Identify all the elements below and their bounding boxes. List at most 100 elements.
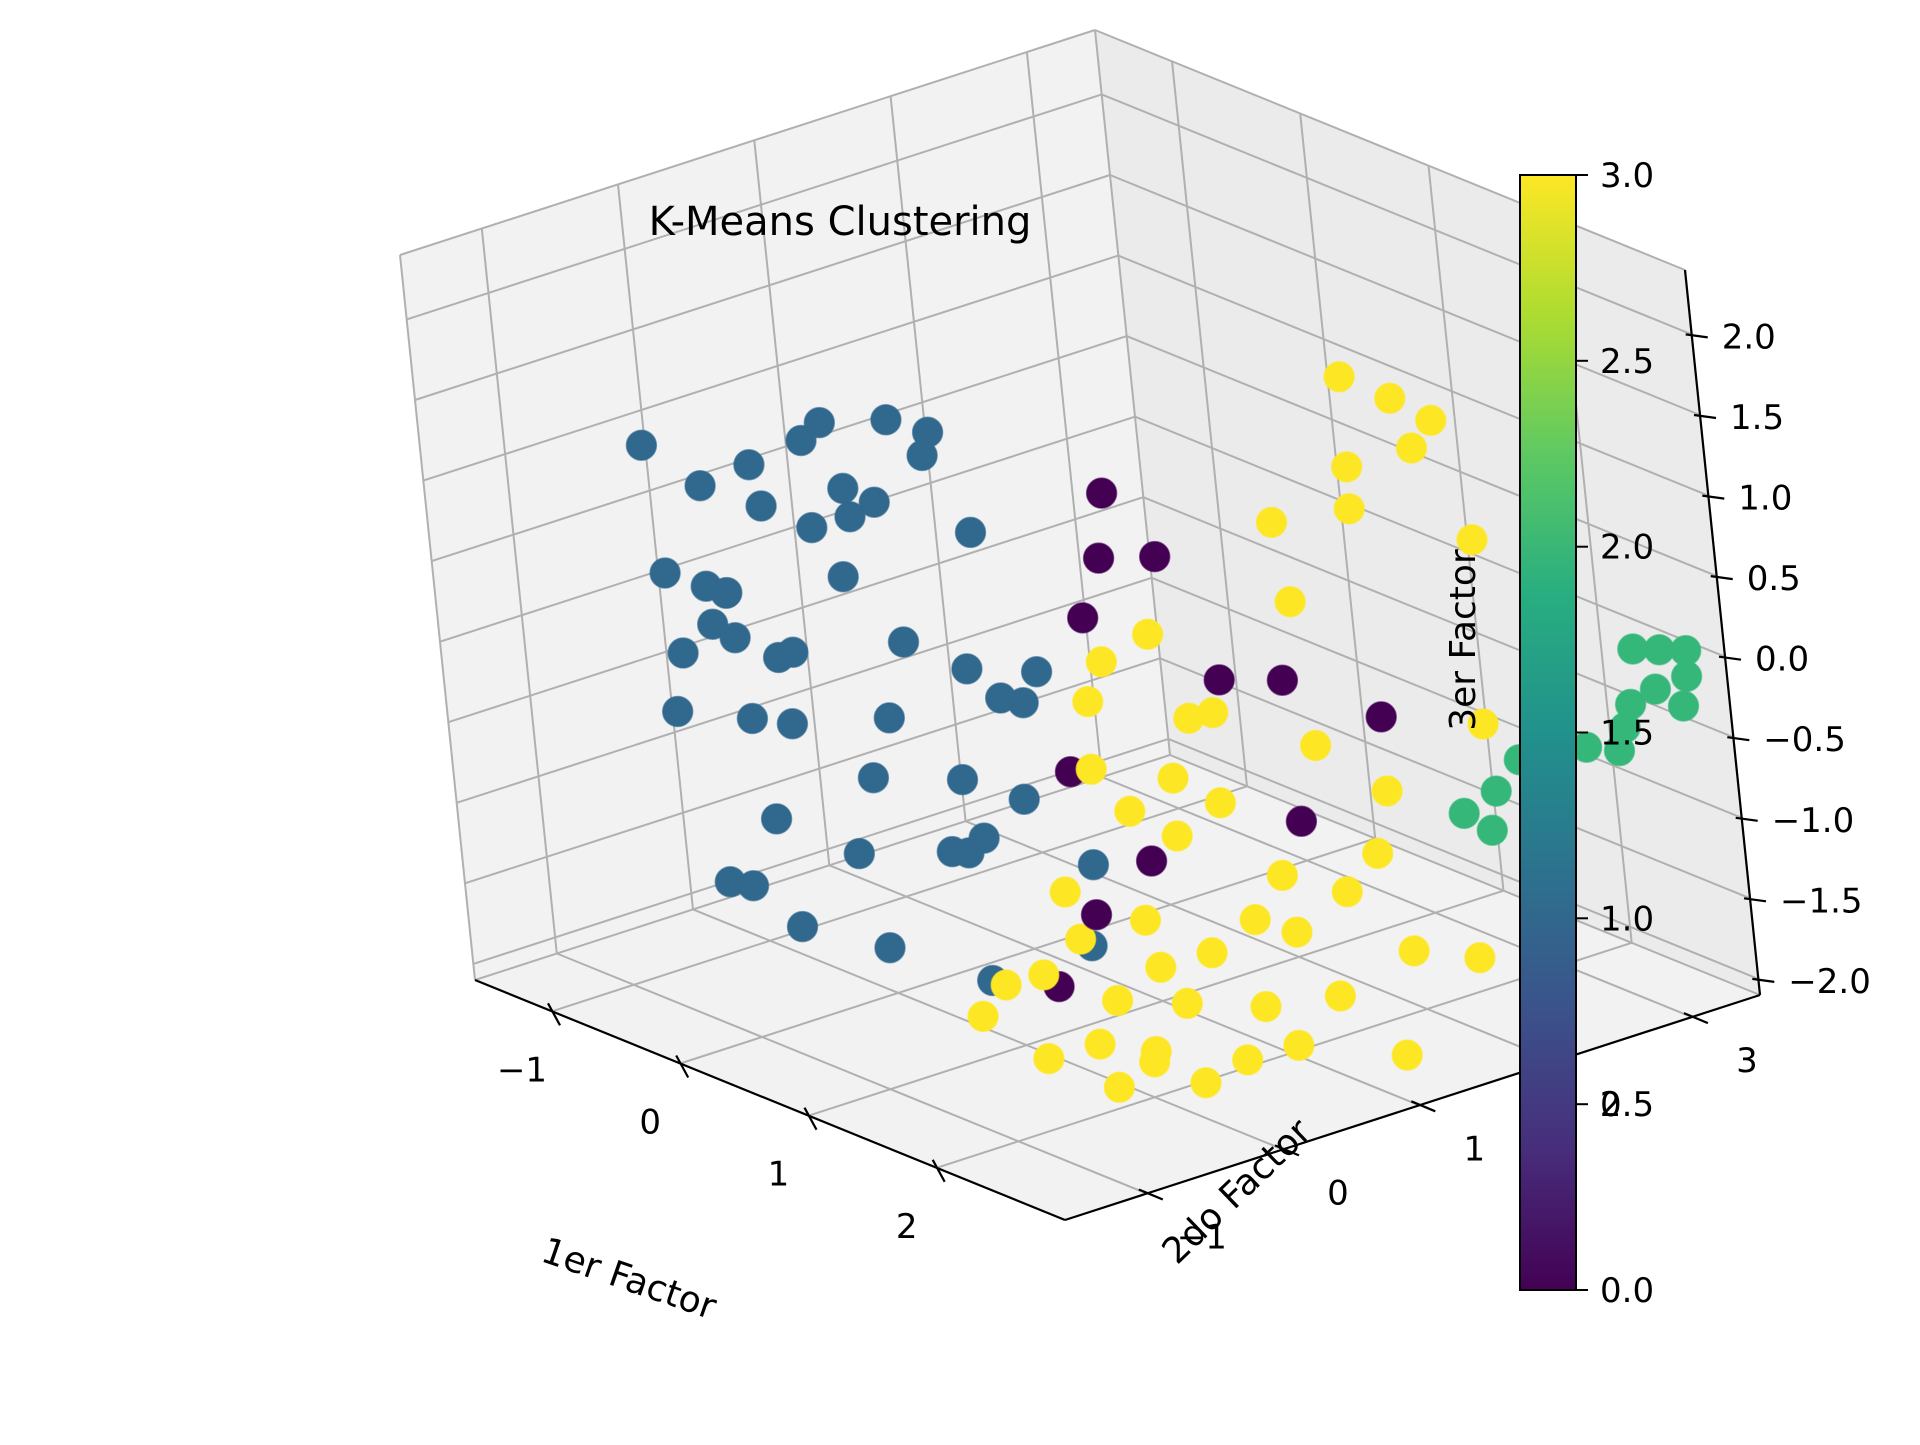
pane-edge (474, 754, 1171, 981)
data-point-cluster-1 (737, 869, 770, 902)
data-point-cluster-3 (1049, 876, 1081, 908)
data-point-cluster-0 (1135, 845, 1168, 877)
data-point-cluster-3 (1114, 795, 1146, 828)
tick-labels: −1 0 1 2 −1 0 1 2 3 −2.0 −1.5 −1.0 −0.5 0.0 0.5 1.0 1.5 2… (497, 317, 1871, 1257)
z-tick-mark (1743, 897, 1767, 903)
data-point-cluster-0 (1203, 664, 1235, 696)
x-axis-line (474, 978, 1066, 1222)
data-point-cluster-1 (946, 763, 979, 796)
data-point-cluster-3 (1157, 762, 1189, 794)
z-tick-label: −0.5 (1763, 720, 1846, 760)
data-point-cluster-3 (1324, 980, 1357, 1012)
data-point-cluster-1 (1077, 848, 1110, 881)
data-point-cluster-2 (1476, 814, 1509, 847)
z-tick-mark (1735, 816, 1758, 822)
grid-line-z-back (1109, 174, 1701, 416)
data-point-cluster-3 (1064, 923, 1097, 955)
z-tick-mark (1718, 655, 1742, 661)
z-tick-label: 0.0 (1755, 640, 1809, 680)
data-point-cluster-3 (1072, 685, 1104, 718)
data-point-cluster-1 (827, 472, 859, 505)
grid-line-z-wall (422, 254, 1119, 482)
data-point-cluster-1 (906, 439, 938, 472)
data-point-cluster-1 (684, 469, 716, 502)
scatter-points (625, 360, 1703, 1104)
data-point-cluster-1 (760, 803, 793, 835)
data-point-cluster-1 (968, 822, 1000, 854)
data-point-cluster-1 (843, 837, 876, 870)
z-tick-label: −1.5 (1780, 881, 1863, 921)
data-point-cluster-1 (858, 486, 890, 518)
colorbar: 0.0 0.5 1.0 1.5 2.0 2.5 3.0 (1519, 156, 1654, 1311)
z-tick-mark (1685, 333, 1708, 339)
y-tick-label: 3 (1736, 1041, 1758, 1081)
data-point-cluster-3 (1084, 1028, 1116, 1060)
x-tick-label: 0 (639, 1103, 661, 1143)
data-point-cluster-3 (1395, 432, 1428, 464)
data-point-cluster-1 (736, 702, 769, 735)
pane-edge (1094, 29, 1686, 271)
grid-line-y-wall (480, 228, 558, 954)
z-tick-label: 1.5 (1730, 398, 1784, 438)
data-point-cluster-3 (1414, 404, 1447, 437)
data-point-cluster-3 (967, 1000, 999, 1033)
data-point-cluster-3 (1266, 859, 1299, 892)
data-point-cluster-3 (1131, 618, 1164, 651)
x-axis-label: 1er Factor (536, 1230, 721, 1328)
pane-edge (399, 254, 476, 981)
data-point-cluster-0 (1365, 701, 1397, 733)
data-point-cluster-1 (796, 511, 828, 544)
grid-line-z-wall (406, 93, 1103, 321)
y-tick-mark (1683, 1012, 1709, 1025)
data-point-cluster-1 (870, 404, 902, 436)
x-tick-label: 1 (768, 1155, 790, 1195)
data-point-cluster-3 (1145, 951, 1177, 984)
x-tick-mark (675, 1054, 690, 1079)
data-point-cluster-3 (1255, 506, 1288, 539)
data-point-cluster-3 (1250, 990, 1282, 1023)
data-point-cluster-3 (1190, 1066, 1222, 1099)
data-point-cluster-0 (1138, 540, 1171, 573)
data-point-cluster-1 (951, 653, 983, 685)
x-tick-mark (931, 1159, 946, 1183)
data-point-cluster-3 (1274, 585, 1306, 618)
grid-line-x-floor (808, 889, 1504, 1117)
z-tick-mark (1702, 494, 1725, 500)
data-point-cluster-1 (1020, 656, 1053, 688)
y-tick-mark (1138, 1188, 1164, 1201)
data-point-cluster-3 (1331, 876, 1364, 908)
data-point-cluster-0 (1082, 542, 1115, 574)
data-point-cluster-3 (1467, 708, 1499, 740)
data-point-cluster-3 (1239, 903, 1271, 936)
grid-line-x-floor (936, 941, 1633, 1169)
data-point-cluster-1 (667, 637, 699, 669)
x-tick-mark (803, 1107, 818, 1131)
colorbar-tick-label: 2.5 (1600, 342, 1654, 382)
data-point-cluster-1 (873, 702, 906, 734)
data-point-cluster-0 (1266, 664, 1299, 696)
data-point-cluster-2 (1643, 634, 1676, 666)
data-point-cluster-0 (1080, 898, 1113, 931)
data-point-cluster-0 (1085, 477, 1118, 509)
data-point-cluster-3 (1140, 1035, 1172, 1068)
z-tick-label: 0.5 (1747, 559, 1801, 599)
data-point-cluster-1 (834, 501, 866, 533)
grid-line-z-wall (464, 657, 1161, 885)
x-tick-mark (547, 1002, 561, 1026)
data-point-cluster-3 (1033, 1042, 1065, 1075)
data-point-cluster-3 (1391, 1039, 1423, 1071)
z-tick-label: 1.0 (1738, 479, 1792, 519)
grid-line-x-back (1171, 61, 1248, 787)
axis-lines (474, 269, 1775, 1222)
colorbar-gradient (1519, 174, 1577, 1291)
z-axis-line (1683, 269, 1762, 996)
colorbar-ticks: 0.0 0.5 1.0 1.5 2.0 2.5 3.0 (1576, 156, 1654, 1311)
data-point-cluster-3 (1103, 1071, 1136, 1104)
data-point-cluster-3 (1464, 941, 1496, 974)
grid-line-z-back (1117, 254, 1709, 497)
grid-line-z-back (1159, 657, 1751, 900)
data-point-cluster-1 (874, 931, 906, 964)
y-tick-label: 2 (1600, 1085, 1622, 1125)
grid-line-z-back (1101, 93, 1693, 336)
